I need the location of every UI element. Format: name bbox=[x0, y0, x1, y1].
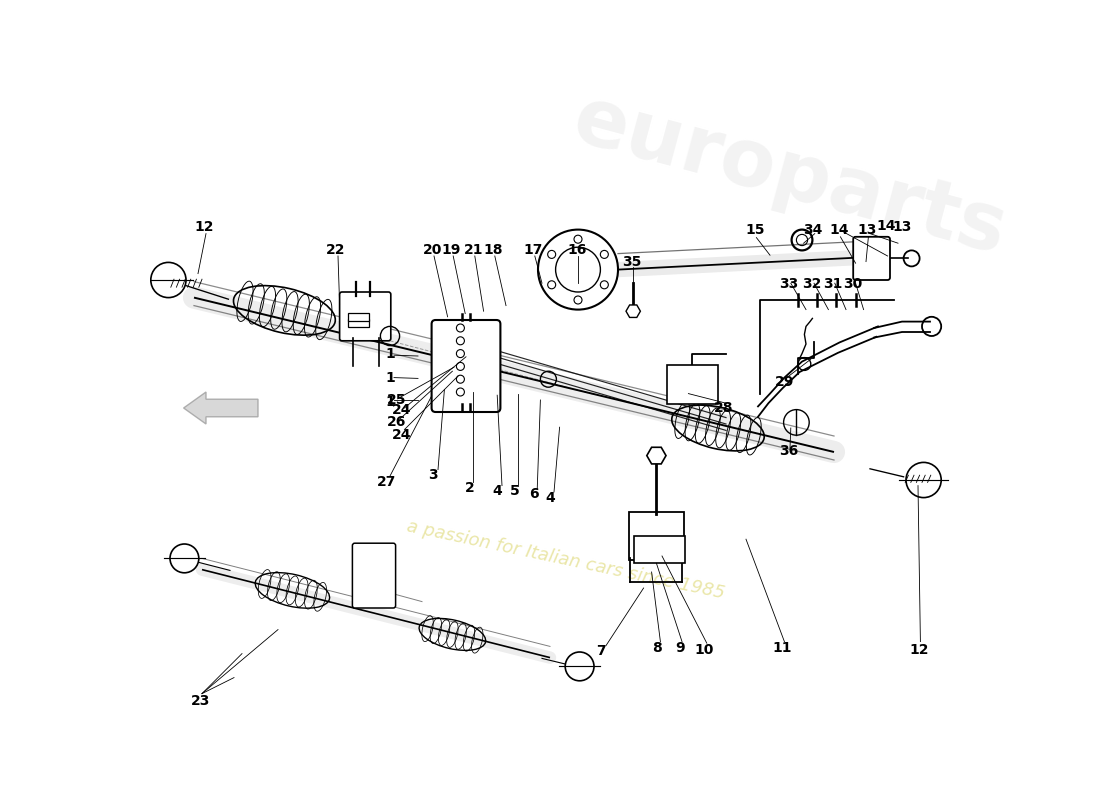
FancyBboxPatch shape bbox=[352, 543, 396, 608]
Text: 4: 4 bbox=[546, 490, 554, 505]
Text: 27: 27 bbox=[377, 474, 396, 489]
Circle shape bbox=[456, 350, 464, 358]
Text: 5: 5 bbox=[510, 484, 519, 498]
Circle shape bbox=[601, 250, 608, 258]
Circle shape bbox=[456, 388, 464, 396]
Text: 11: 11 bbox=[772, 641, 792, 655]
Text: 16: 16 bbox=[568, 242, 587, 257]
Text: 23: 23 bbox=[190, 694, 210, 708]
FancyBboxPatch shape bbox=[634, 536, 685, 563]
FancyArrow shape bbox=[184, 392, 258, 424]
Text: 6: 6 bbox=[529, 487, 539, 502]
Circle shape bbox=[574, 296, 582, 304]
FancyBboxPatch shape bbox=[348, 319, 370, 327]
Circle shape bbox=[601, 281, 608, 289]
Text: 24: 24 bbox=[393, 402, 411, 417]
Text: 31: 31 bbox=[824, 277, 843, 291]
Circle shape bbox=[456, 375, 464, 383]
Text: 15: 15 bbox=[746, 223, 766, 238]
Text: 34: 34 bbox=[803, 223, 823, 238]
Text: 2: 2 bbox=[465, 481, 475, 495]
Text: 13: 13 bbox=[892, 220, 912, 234]
Text: 1: 1 bbox=[385, 370, 395, 385]
Text: 32: 32 bbox=[802, 277, 822, 291]
Text: 8: 8 bbox=[652, 641, 662, 655]
Circle shape bbox=[456, 324, 464, 332]
Text: 22: 22 bbox=[326, 242, 345, 257]
Text: 12: 12 bbox=[195, 220, 214, 234]
Text: 35: 35 bbox=[621, 254, 641, 269]
Text: 17: 17 bbox=[524, 242, 543, 257]
Text: 14: 14 bbox=[877, 218, 895, 233]
Text: 33: 33 bbox=[780, 277, 799, 291]
Text: 7: 7 bbox=[596, 644, 606, 658]
Circle shape bbox=[548, 281, 556, 289]
Text: 4: 4 bbox=[493, 484, 502, 498]
Circle shape bbox=[456, 362, 464, 370]
FancyBboxPatch shape bbox=[348, 313, 370, 321]
Text: a passion for Italian cars since 1985: a passion for Italian cars since 1985 bbox=[405, 518, 727, 602]
Text: 18: 18 bbox=[484, 242, 503, 257]
Text: 20: 20 bbox=[422, 242, 442, 257]
Text: 26: 26 bbox=[387, 415, 406, 430]
Text: 14: 14 bbox=[829, 223, 849, 238]
FancyBboxPatch shape bbox=[667, 365, 718, 404]
Text: 24: 24 bbox=[393, 428, 411, 442]
Text: 12: 12 bbox=[910, 642, 930, 657]
Text: 25: 25 bbox=[387, 393, 406, 407]
Text: 36: 36 bbox=[779, 444, 798, 458]
Text: 21: 21 bbox=[463, 242, 483, 257]
Text: europarts: europarts bbox=[564, 81, 1015, 271]
Text: 1: 1 bbox=[385, 346, 395, 361]
Text: 19: 19 bbox=[442, 242, 461, 257]
Text: 13: 13 bbox=[857, 223, 877, 238]
Text: 28: 28 bbox=[714, 401, 734, 415]
FancyBboxPatch shape bbox=[629, 513, 684, 560]
Circle shape bbox=[548, 250, 556, 258]
Text: 3: 3 bbox=[428, 468, 438, 482]
FancyBboxPatch shape bbox=[854, 237, 890, 280]
Text: 9: 9 bbox=[674, 641, 684, 655]
FancyBboxPatch shape bbox=[431, 320, 500, 412]
FancyBboxPatch shape bbox=[340, 292, 390, 341]
Text: 10: 10 bbox=[695, 642, 714, 657]
Text: 29: 29 bbox=[774, 375, 794, 390]
Text: 30: 30 bbox=[843, 277, 862, 291]
Text: 1: 1 bbox=[385, 394, 395, 409]
Circle shape bbox=[456, 337, 464, 345]
Circle shape bbox=[574, 235, 582, 243]
Circle shape bbox=[538, 230, 618, 310]
